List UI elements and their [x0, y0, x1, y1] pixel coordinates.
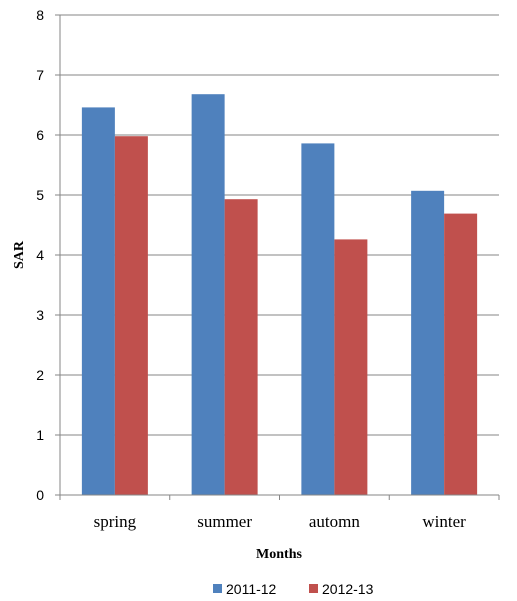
y-tick-label-4: 4: [36, 247, 44, 263]
x-axis-title: Months: [256, 547, 302, 562]
y-tick-label-6: 6: [36, 127, 44, 143]
bar-2011-12-spring: [81, 107, 115, 496]
legend-label-2011-12: 2011-12: [226, 581, 277, 597]
bar-2011-12-summer: [191, 94, 225, 495]
x-tick-label-summer: summer: [197, 512, 252, 531]
bar-2011-12-automn: [301, 143, 335, 495]
axes: [55, 14, 500, 500]
y-tick-label-0: 0: [36, 487, 44, 503]
y-tick-label-3: 3: [36, 307, 44, 323]
y-axis-title: SAR: [12, 240, 27, 269]
bar-2012-13-spring: [114, 136, 148, 495]
x-tick-label-winter: winter: [422, 512, 466, 531]
y-tick-label-8: 8: [36, 7, 44, 23]
y-tick-label-1: 1: [36, 427, 44, 443]
bar-2012-13-winter: [444, 213, 478, 495]
legend-swatch-2012-13: [309, 584, 318, 593]
y-tick-label-7: 7: [36, 67, 44, 83]
bar-2011-12-winter: [411, 190, 445, 496]
legend-label-2012-13: 2012-13: [322, 581, 374, 597]
x-tick-labels: spring summer automn winter: [94, 512, 467, 531]
legend: 2011-12 2012-13: [213, 581, 374, 597]
bar-2012-13-summer: [224, 199, 258, 495]
y-tick-label-5: 5: [36, 187, 44, 203]
y-tick-labels: 0 1 2 3 4 5 6 7 8: [36, 7, 44, 503]
legend-swatch-2011-12: [213, 584, 222, 593]
y-tick-label-2: 2: [36, 367, 44, 383]
x-tick-label-spring: spring: [94, 512, 137, 531]
bar-2012-13-automn: [334, 239, 368, 495]
bars: [81, 94, 478, 496]
x-tick-label-automn: automn: [309, 512, 360, 531]
